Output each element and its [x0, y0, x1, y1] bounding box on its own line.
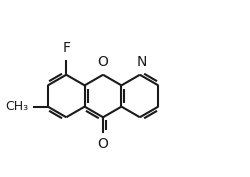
Text: O: O: [98, 55, 108, 68]
Text: CH₃: CH₃: [5, 100, 28, 113]
Text: F: F: [62, 41, 70, 55]
Text: N: N: [137, 55, 147, 68]
Text: O: O: [98, 137, 108, 151]
